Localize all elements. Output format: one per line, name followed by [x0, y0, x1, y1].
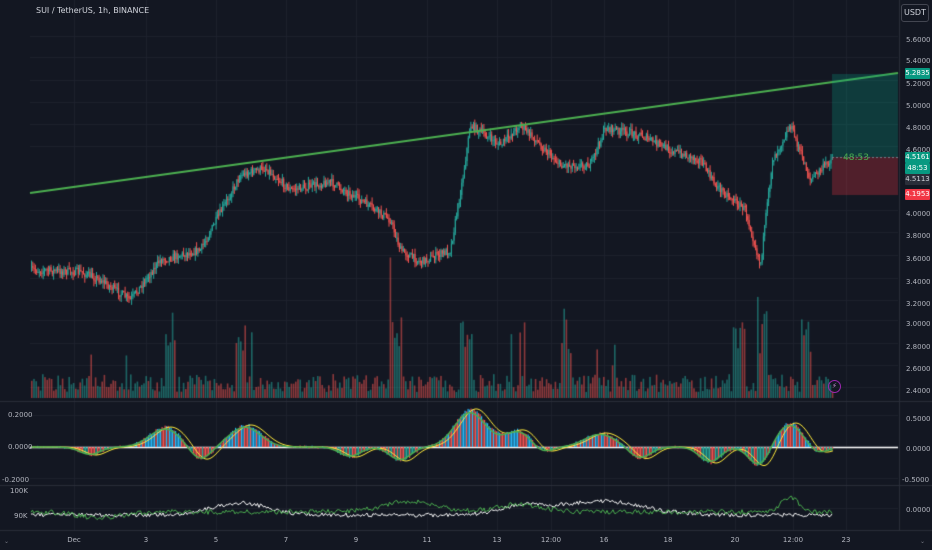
time-label: 3: [143, 536, 149, 544]
time-label: 7: [283, 536, 289, 544]
price-label: 3.2000: [906, 300, 931, 308]
time-label: 13: [492, 536, 502, 544]
osc-left-label: 0.0000: [8, 443, 33, 451]
time-label: Dec: [67, 536, 81, 544]
time-label: 9: [353, 536, 359, 544]
osc-right-label: 0.0000: [906, 445, 931, 453]
time-label: 20: [730, 536, 740, 544]
price-label: 2.8000: [906, 343, 931, 351]
osc-right-label: 0.0000: [906, 506, 931, 514]
time-label: 23: [841, 536, 851, 544]
price-label: 3.4000: [906, 278, 931, 286]
time-label: 12:00: [782, 536, 804, 544]
countdown-label: 48:53: [843, 153, 869, 163]
time-label: 12:00: [540, 536, 562, 544]
lightning-icon[interactable]: ⚡: [828, 380, 841, 393]
price-label: 2.6000: [906, 365, 931, 373]
symbol-title: SUI / TetherUS, 1h, BINANCE: [36, 6, 150, 15]
time-label: 11: [422, 536, 432, 544]
time-label: 18: [663, 536, 673, 544]
price-label: 5.0000: [906, 102, 931, 110]
corner-marker-left: ⌄: [4, 538, 10, 545]
price-tag-stop: 4.1953: [905, 189, 930, 200]
corner-marker-right: ⌄: [920, 538, 926, 545]
osc-right-label: -0.5000: [902, 476, 930, 484]
time-label: 5: [213, 536, 219, 544]
price-label: 5.4000: [906, 57, 931, 65]
price-tag-target: 5.2835: [905, 68, 930, 79]
osc-left-label: -0.2000: [2, 476, 30, 484]
price-label: 4.0000: [906, 210, 931, 218]
osc-left-label: 0.2000: [8, 411, 33, 419]
price-label: 5.6000: [906, 36, 931, 44]
time-label: 16: [599, 536, 609, 544]
price-tag-last: 4.5161: [905, 152, 930, 163]
price-label: 5.2000: [906, 80, 931, 88]
price-label: 3.0000: [906, 320, 931, 328]
price-label: 3.8000: [906, 232, 931, 240]
osc-left-label: 90K: [14, 512, 28, 520]
price-label: 3.6000: [906, 255, 931, 263]
price-label: 4.8000: [906, 124, 931, 132]
currency-button[interactable]: USDT: [901, 4, 929, 22]
price-tag-entry: 4.5113: [905, 174, 930, 185]
price-label: 2.4000: [906, 387, 931, 395]
price-label: 4.6000: [906, 146, 931, 154]
osc-right-label: 0.5000: [906, 415, 931, 423]
osc-left-label: 100K: [10, 487, 28, 495]
price-tag-countdown: 48:53: [905, 163, 930, 174]
